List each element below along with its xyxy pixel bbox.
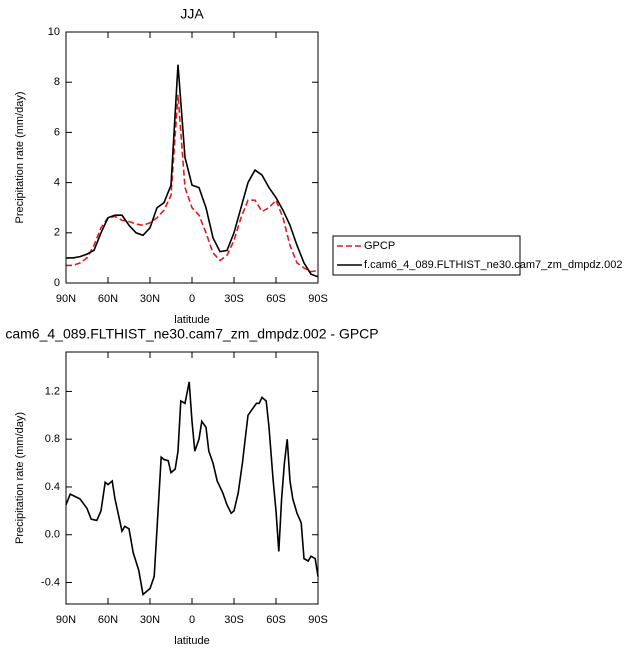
- x-tick-label: 30N: [140, 614, 160, 626]
- y-tick-label: 0.8: [45, 433, 60, 445]
- x-tick-label: 60N: [98, 293, 118, 305]
- x-tick-label: 90N: [56, 614, 76, 626]
- y-axis-label: Precipitation rate (mm/day): [14, 412, 26, 544]
- legend-label: f.cam6_4_089.FLTHIST_ne30.cam7_zm_dmpdz.…: [364, 259, 622, 271]
- x-tick-label: 90S: [308, 293, 328, 305]
- x-axis-label: latitude: [174, 314, 209, 326]
- y-tick-label: -0.4: [41, 576, 60, 588]
- y-tick-label: 10: [48, 26, 60, 38]
- y-tick-label: 8: [54, 76, 60, 88]
- data-line: [65, 381, 319, 596]
- chart-title: cam6_4_089.FLTHIST_ne30.cam7_zm_dmpdz.00…: [5, 326, 378, 342]
- x-tick-label: 30S: [224, 293, 244, 305]
- y-tick-label: 0.4: [45, 481, 60, 493]
- x-tick-label: 0: [189, 293, 195, 305]
- x-tick-label: 60S: [266, 293, 286, 305]
- x-tick-label: 90S: [308, 614, 328, 626]
- legend-box: [332, 235, 521, 276]
- plot-frame: [65, 31, 319, 284]
- data-line: [66, 64, 319, 278]
- x-tick-label: 0: [189, 614, 195, 626]
- y-tick-label: 4: [54, 177, 60, 189]
- x-tick-label: 60N: [98, 614, 118, 626]
- chart-title: JJA: [180, 6, 204, 22]
- legend-label: GPCP: [364, 240, 395, 252]
- x-axis-label: latitude: [174, 635, 209, 647]
- y-tick-label: 2: [54, 227, 60, 239]
- plot-frame: [65, 351, 319, 605]
- x-tick-label: 60S: [266, 614, 286, 626]
- x-tick-label: 30S: [224, 614, 244, 626]
- y-axis-label: Precipitation rate (mm/day): [14, 91, 26, 223]
- x-tick-label: 90N: [56, 293, 76, 305]
- y-tick-label: 0: [54, 277, 60, 289]
- y-tick-label: 6: [54, 126, 60, 138]
- y-tick-label: 0.0: [45, 529, 60, 541]
- x-tick-label: 30N: [140, 293, 160, 305]
- y-tick-label: 1.2: [45, 385, 60, 397]
